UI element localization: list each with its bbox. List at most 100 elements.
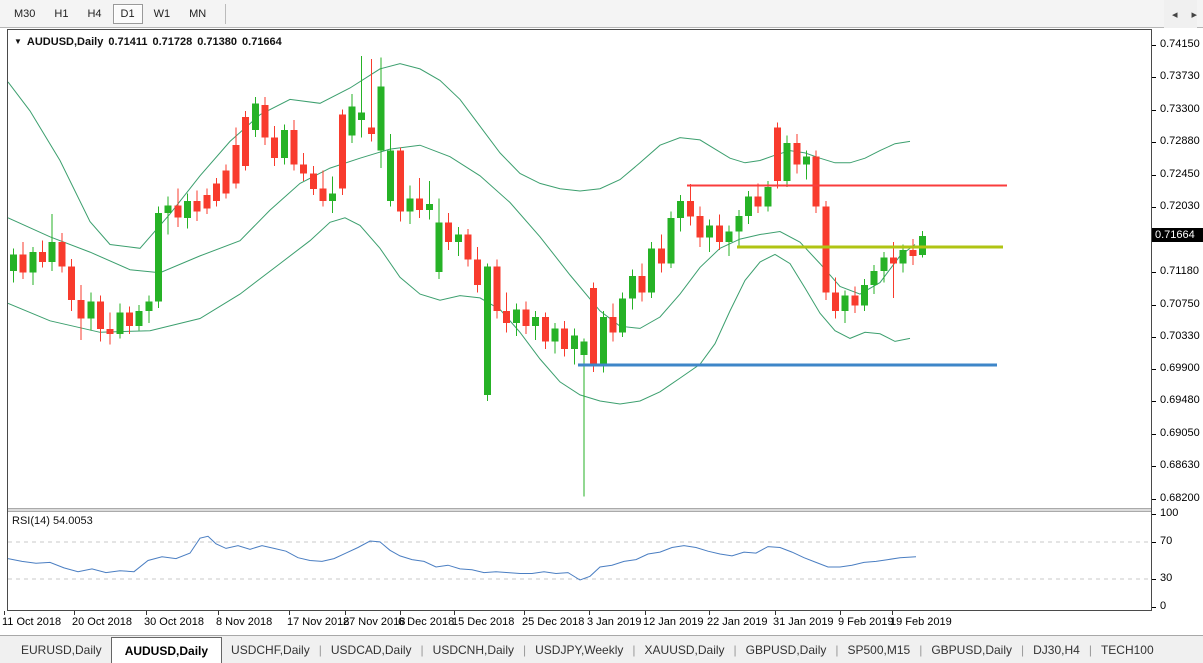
date-tick: [345, 611, 346, 615]
period-button-d1[interactable]: D1: [112, 3, 143, 24]
candle-body-bear: [561, 328, 569, 349]
current-price-tag: 0.71664: [1152, 227, 1203, 242]
candle-body-bear: [242, 117, 250, 166]
date-tick: [589, 611, 590, 615]
tab-scroll-left-icon[interactable]: ◂: [1171, 8, 1178, 21]
tab-separator: |: [1021, 642, 1025, 657]
date-tick: [709, 611, 710, 615]
panel-splitter[interactable]: [8, 508, 1151, 512]
tab-tech100[interactable]: TECH100: [1100, 642, 1154, 657]
candle-body-bull: [155, 213, 163, 302]
candle-body-bear: [232, 145, 240, 184]
candle-body-bull: [735, 216, 743, 232]
candle-body-bull: [667, 217, 675, 264]
candle-body-bull: [358, 112, 366, 120]
bollinger-upper-band: [8, 63, 911, 249]
candle-body-bear: [58, 242, 66, 267]
price-axis-label: 0.72880: [1160, 134, 1200, 147]
price-tick: [1152, 109, 1156, 111]
candle-body-bull: [677, 201, 685, 218]
rsi-axis-label: 70: [1160, 534, 1173, 547]
candle-body-bear: [812, 156, 820, 207]
candle-body-bear: [590, 288, 598, 366]
price-axis-label: 0.68200: [1160, 492, 1200, 505]
candle-body-bull: [425, 204, 433, 211]
price-axis-label: 0.74150: [1160, 38, 1200, 50]
tab-xauusd-daily[interactable]: XAUUSD,Daily: [644, 642, 725, 657]
candlestick-chart-canvas[interactable]: [8, 30, 1151, 508]
tab-eurusd-daily[interactable]: EURUSD,Daily: [21, 642, 102, 657]
price-tick: [1152, 77, 1156, 79]
tab-sp500-m15[interactable]: SP500,M15: [847, 642, 911, 657]
rsi-axis-label: 100: [1160, 507, 1179, 519]
candle-body-bull: [348, 106, 356, 136]
timeframe-toolbar: M30 H1 H4 D1 W1 MN: [0, 0, 1203, 28]
high-value: 0.71728: [152, 36, 193, 48]
candle-body-bear: [193, 201, 201, 212]
period-button-w1[interactable]: W1: [153, 7, 171, 20]
tab-usdcnh-daily[interactable]: USDCNH,Daily: [432, 642, 515, 657]
bollinger-lower-band: [8, 217, 911, 405]
candle-body-bull: [387, 150, 395, 201]
candle-body-bear: [68, 266, 75, 301]
candle-body-bull: [280, 130, 288, 159]
price-tick: [1152, 336, 1156, 338]
rsi-chart-canvas[interactable]: [8, 512, 1151, 610]
rsi-tick: [1152, 541, 1156, 543]
date-tick: [775, 611, 776, 615]
date-axis-label: 15 Dec 2018: [452, 616, 515, 628]
price-axis-label: 0.70750: [1160, 297, 1200, 310]
tab-usdchf-daily[interactable]: USDCHF,Daily: [231, 642, 310, 657]
candle-body-bull: [135, 310, 143, 327]
date-axis-label: 25 Dec 2018: [522, 616, 585, 628]
candle-body-bear: [754, 196, 762, 207]
candle-body-bull: [619, 298, 627, 333]
candle-body-bull: [899, 249, 907, 264]
candle-body-bull: [406, 198, 414, 212]
open-value: 0.71411: [108, 36, 148, 48]
tab-audusd-daily[interactable]: AUDUSD,Daily: [110, 637, 223, 663]
chevron-down-icon[interactable]: ▼: [14, 36, 22, 46]
price-tick: [1152, 141, 1156, 143]
rsi-indicator-label: RSI(14) 54.0053: [12, 515, 93, 527]
tab-gbpusd-daily[interactable]: GBPUSD,Daily: [745, 642, 827, 657]
date-axis-label: 12 Jan 2019: [643, 616, 704, 628]
rsi-tick: [1152, 514, 1156, 515]
tab-gbpusd-daily[interactable]: GBPUSD,Daily: [931, 642, 1013, 657]
candle-body-bull: [783, 142, 791, 182]
date-axis[interactable]: 11 Oct 2018 20 Oct 2018 30 Oct 2018 8 Nov 2…: [0, 611, 1203, 635]
date-tick: [454, 611, 455, 615]
price-tick: [1152, 304, 1156, 306]
candle-body-bull: [435, 222, 443, 272]
tab-usdjpy-weekly[interactable]: USDJPY,Weekly: [535, 642, 624, 657]
date-tick: [645, 611, 646, 615]
tab-usdcad-daily[interactable]: USDCAD,Daily: [330, 642, 412, 657]
main-chart-panel[interactable]: ▼ AUDUSD,Daily 0.71411 0.71728 0.71380 0…: [8, 30, 1151, 508]
tab-scroll-right-icon[interactable]: ▸: [1191, 8, 1197, 21]
candle-body-bull: [145, 301, 153, 311]
price-tick: [1152, 499, 1156, 501]
date-tick: [218, 611, 219, 615]
tab-separator: |: [318, 642, 322, 657]
period-button-h1[interactable]: H1: [54, 7, 69, 20]
tab-scroll-controls: ◂ ▸: [1163, 0, 1197, 28]
candle-body-bull: [880, 257, 888, 272]
rsi-panel[interactable]: RSI(14) 54.0053: [8, 512, 1151, 610]
price-axis[interactable]: 0.71664 0.74150 0.73730 0.73300 0.72880 0.72…: [1152, 29, 1203, 612]
toolbar-divider: [225, 3, 227, 24]
candle-body-bear: [213, 183, 221, 201]
candle-body-bear: [77, 300, 85, 319]
date-axis-label: 27 Nov 2018: [343, 616, 406, 628]
date-axis-label: 17 Nov 2018: [287, 616, 350, 628]
period-button-mn[interactable]: MN: [189, 7, 207, 20]
candle-body-bull: [870, 271, 878, 285]
price-axis-label: 0.73730: [1160, 70, 1200, 83]
candle-body-bull: [512, 309, 520, 324]
period-button-h4[interactable]: H4: [87, 7, 102, 20]
tab-dj30-h4[interactable]: DJ30,H4: [1033, 642, 1080, 657]
period-button-m30[interactable]: M30: [14, 7, 36, 20]
candle-body-bear: [851, 295, 859, 306]
candle-body-bull: [532, 317, 540, 327]
candle-body-bull: [725, 231, 733, 243]
candle-body-bear: [261, 104, 269, 138]
